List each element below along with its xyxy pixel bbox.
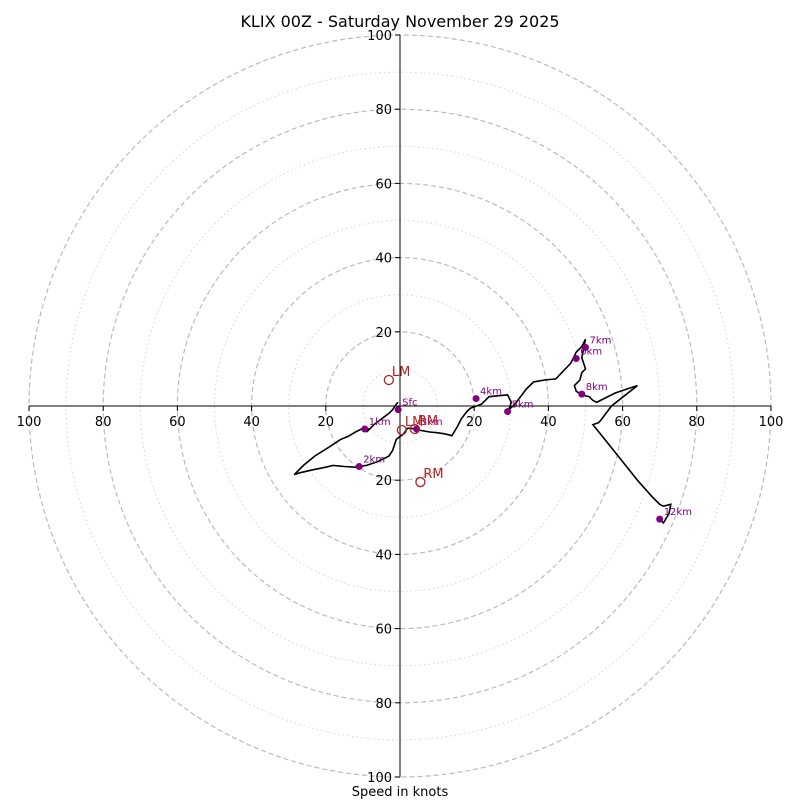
- x-tick-label: 100: [17, 415, 42, 430]
- storm-motion-marker-RM: [415, 476, 426, 488]
- y-tick-label: 80: [375, 697, 392, 712]
- height-label-4km: 4km: [480, 387, 502, 398]
- height-marker-1km: [361, 425, 369, 433]
- height-marker-7km: [582, 343, 589, 351]
- chart-title: KLIX 00Z - Saturday November 29 2025: [240, 12, 559, 31]
- storm-motion-marker-RM: [409, 423, 420, 435]
- height-marker-Sfc: [394, 406, 402, 414]
- x-tick-label: 40: [540, 415, 557, 430]
- x-tick-label: 80: [689, 415, 706, 430]
- height-label-Sfc: Sfc: [402, 398, 417, 409]
- y-tick-label: 80: [375, 103, 392, 118]
- y-tick-label: 20: [375, 326, 392, 341]
- x-tick-label: 20: [318, 415, 335, 430]
- hodograph-trace: [293, 338, 672, 525]
- storm-motion-label-RM: RM: [423, 467, 443, 482]
- x-tick-label: 60: [169, 415, 186, 430]
- y-tick-label: 40: [375, 252, 392, 267]
- height-marker-8km: [578, 390, 586, 398]
- y-tick-label: 40: [375, 548, 392, 563]
- x-axis-label: Speed in knots: [352, 785, 449, 800]
- height-label-1km: 1km: [369, 417, 391, 428]
- height-label-12km: 12km: [664, 507, 692, 518]
- height-marker-4km: [472, 395, 480, 403]
- storm-motion-marker-LM: [383, 374, 395, 386]
- storm-motion-label-LM: LM: [392, 365, 410, 380]
- axes: [29, 35, 771, 777]
- height-label-6km: 6km: [580, 347, 602, 358]
- height-label-3km: 3km: [421, 417, 443, 428]
- height-label-8km: 8km: [586, 382, 608, 393]
- x-tick-label: 20: [466, 415, 483, 430]
- height-marker-6km: [572, 355, 580, 363]
- x-tick-label: 100: [759, 415, 784, 430]
- height-label-2km: 2km: [363, 454, 385, 465]
- x-tick-label: 60: [614, 415, 631, 430]
- x-tick-label: 80: [95, 415, 112, 430]
- y-tick-label: 100: [367, 29, 392, 44]
- y-tick-label: 60: [375, 623, 392, 638]
- height-label-7km: 7km: [590, 335, 612, 346]
- height-marker-5km: [504, 408, 512, 416]
- x-tick-label: 40: [243, 415, 260, 430]
- height-marker-12km: [656, 515, 664, 523]
- height-label-5km: 5km: [512, 400, 534, 411]
- storm-motion-label-RM: RM: [418, 414, 438, 429]
- y-tick-label: 60: [375, 177, 392, 192]
- storm-motion-marker-LM: [396, 424, 408, 436]
- y-tick-label: 20: [375, 474, 392, 489]
- height-marker-2km: [355, 462, 363, 470]
- y-tick-label: 100: [367, 771, 392, 786]
